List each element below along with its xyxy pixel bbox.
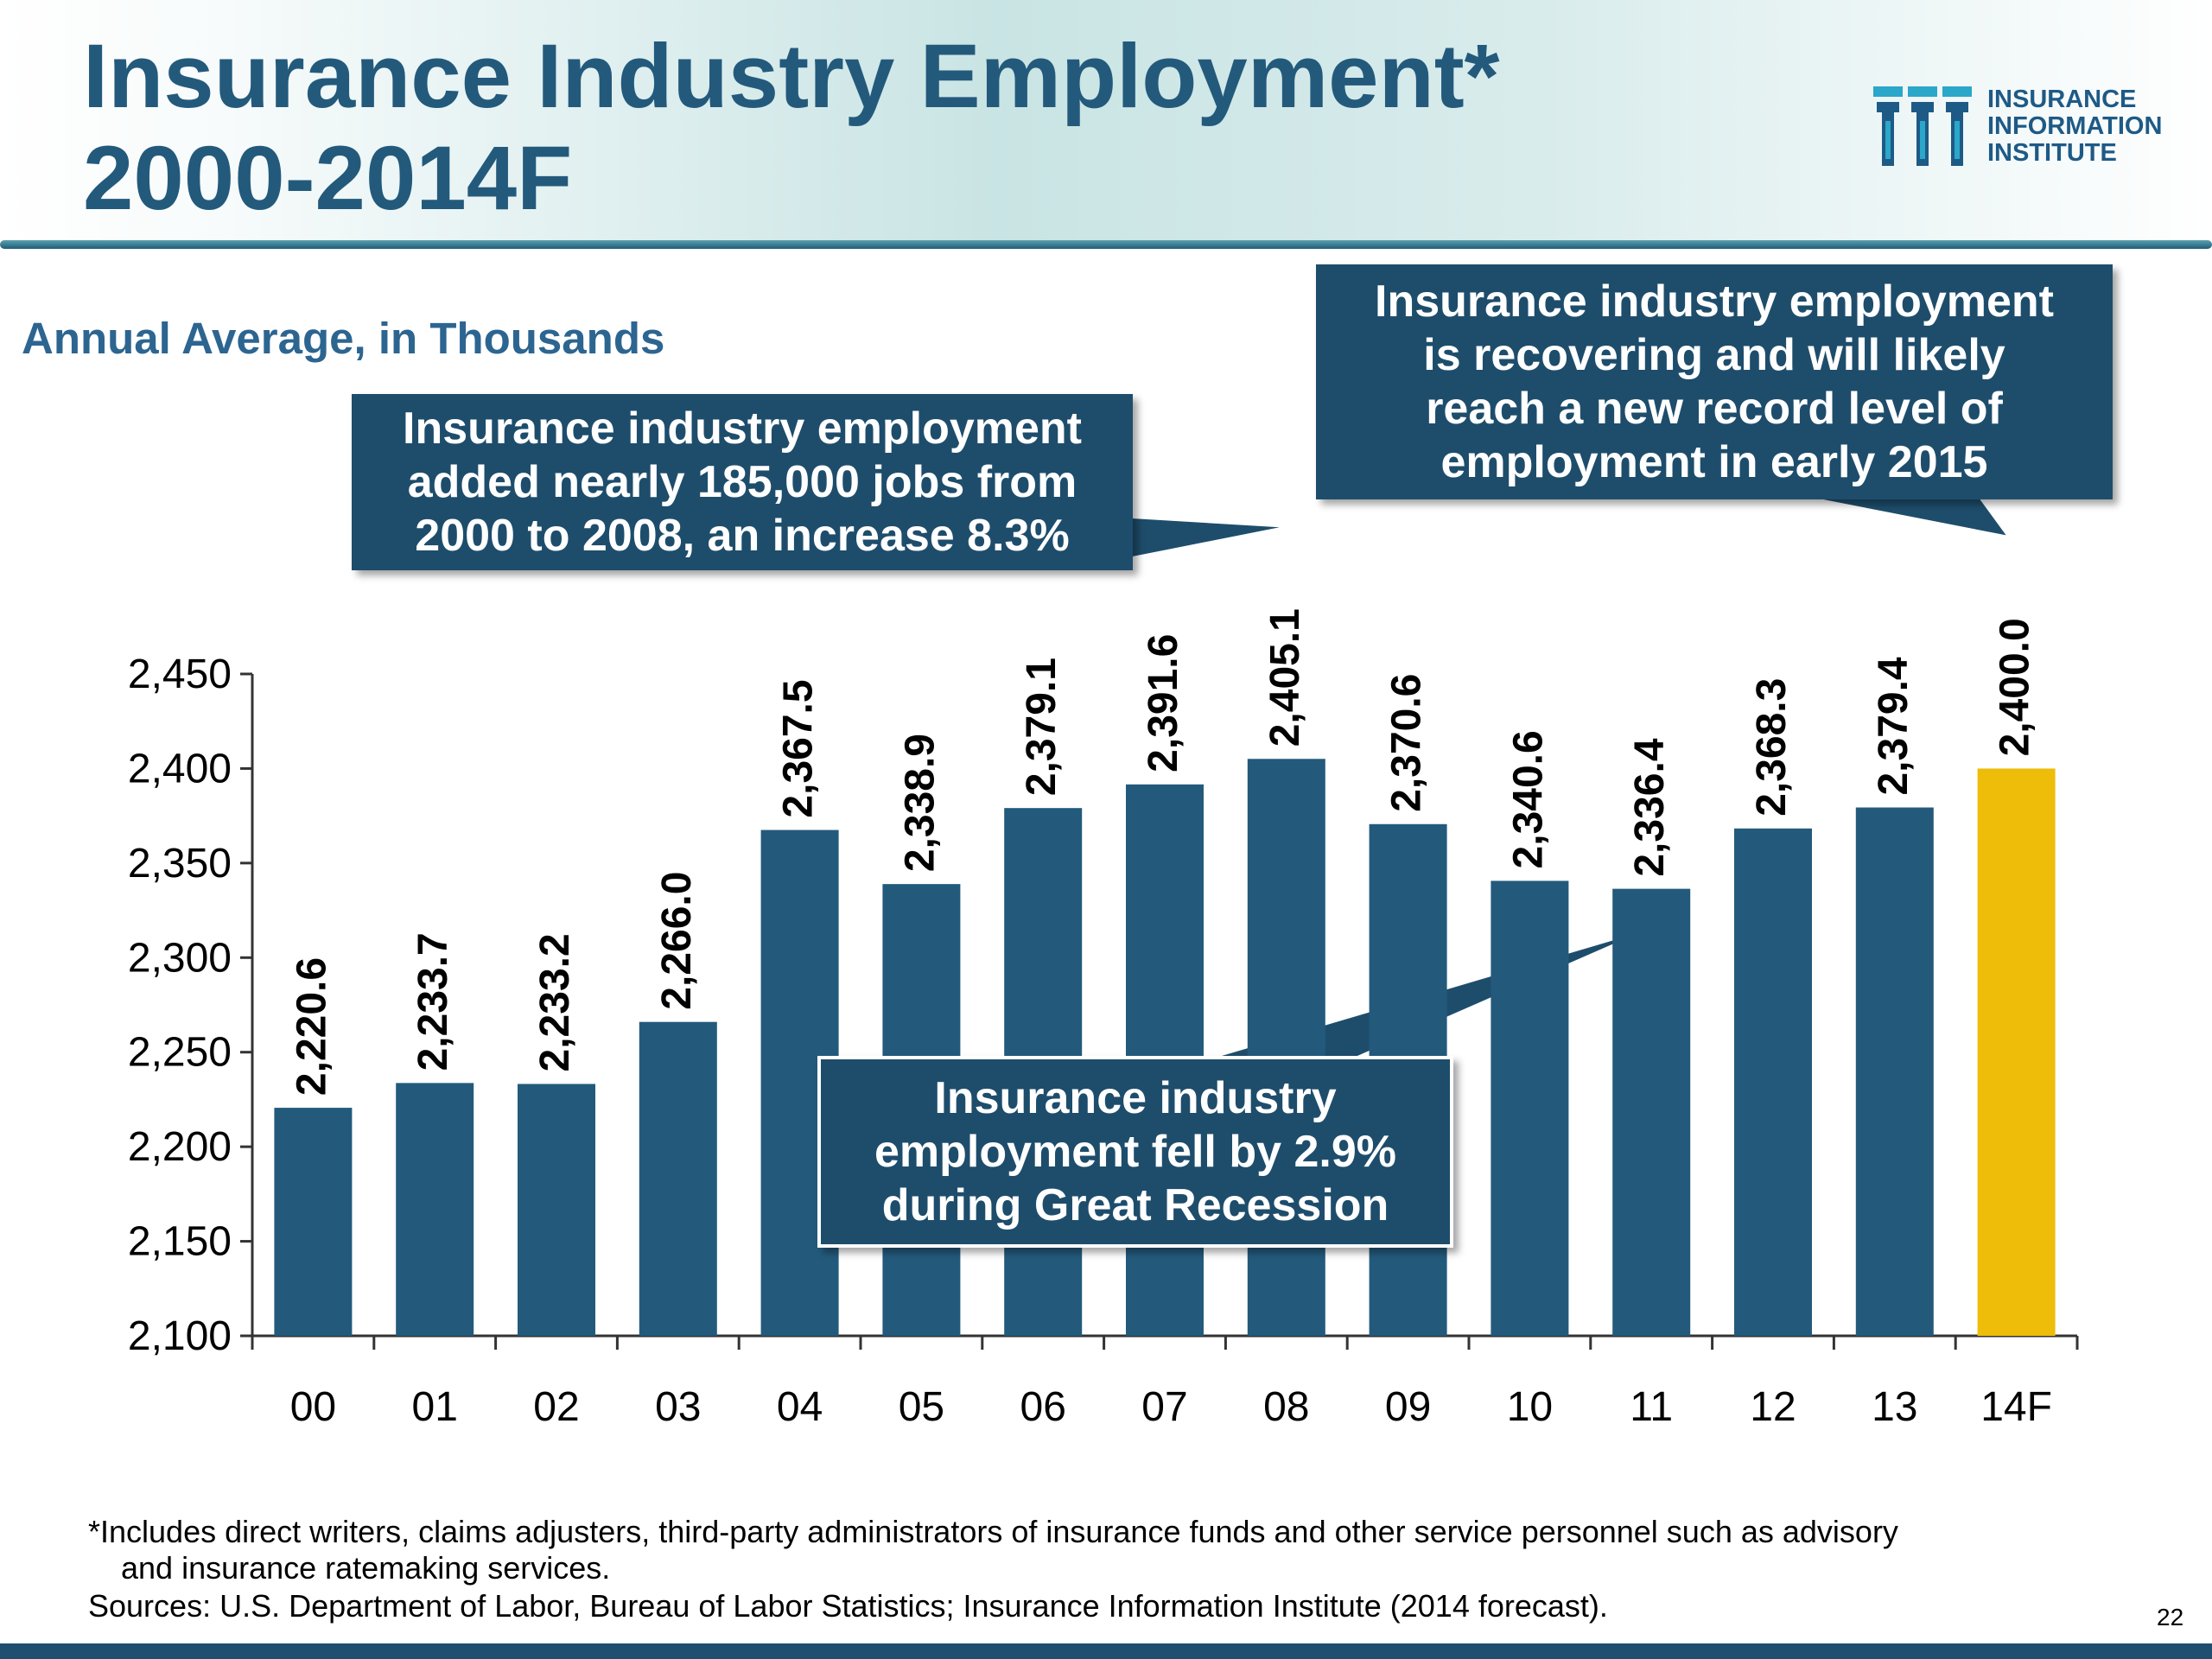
bar-value-label-12: 2,368.3 (1749, 678, 1795, 817)
footnote: *Includes direct writers, claims adjuste… (88, 1514, 2093, 1586)
iii-logo-icon (1873, 86, 1972, 166)
bottom-bar (0, 1643, 2212, 1659)
bar-02 (518, 1084, 595, 1336)
bar-value-label-14F: 2,400.0 (1993, 618, 2038, 756)
bar-value-label-01: 2,233.7 (410, 932, 456, 1071)
x-tick-label-07: 07 (1141, 1384, 1187, 1430)
x-tick-label-06: 06 (1020, 1384, 1066, 1430)
bar-value-label-11: 2,336.4 (1627, 738, 1673, 876)
bar-00 (274, 1108, 353, 1336)
pointer-recovery (1815, 498, 2006, 536)
y-tick-label: 2,150 (128, 1219, 232, 1265)
y-tick-label: 2,300 (128, 935, 232, 981)
bar-12 (1734, 828, 1812, 1336)
page-number: 22 (2157, 1604, 2184, 1630)
callout-recovery-line-2: is recovering and will likely (1423, 330, 2005, 380)
title-line-1: Insurance Industry Employment* (83, 26, 1500, 127)
page-title: Insurance Industry Employment* 2000-2014… (83, 26, 1500, 230)
x-tick-label-13: 13 (1872, 1384, 1917, 1430)
bar-value-label-00: 2,220.6 (289, 957, 334, 1096)
bar-value-label-08: 2,405.1 (1262, 608, 1308, 747)
x-tick-label-14F: 14F (1980, 1384, 2052, 1430)
x-tick-label-05: 05 (899, 1384, 944, 1430)
bar-11 (1612, 888, 1691, 1336)
bar-value-label-09: 2,370.6 (1384, 674, 1430, 812)
callout-recovery-line-4: employment in early 2015 (1440, 437, 1988, 487)
bar-value-label-13: 2,379.4 (1871, 657, 1916, 795)
y-tick-label: 2,450 (128, 652, 232, 697)
bar-value-label-03: 2,266.0 (654, 872, 700, 1010)
bar-03 (639, 1021, 717, 1336)
x-tick-label-10: 10 (1507, 1384, 1553, 1430)
callout-recovery-line-1: Insurance industry employment (1375, 276, 2054, 327)
callout-growth-line-3: 2000 to 2008, an increase 8.3% (415, 511, 1070, 561)
callout-growth-line-2: added nearly 185,000 jobs from (407, 457, 1077, 507)
chart-subtitle: Annual Average, in Thousands (22, 314, 665, 363)
bar-08 (1247, 759, 1325, 1336)
logo-line-3: INSTITUTE (1987, 139, 2117, 167)
x-tick-label-04: 04 (777, 1384, 823, 1430)
callout-recession: Insurance industry employment fell by 2.… (817, 1056, 1453, 1248)
bar-value-label-02: 2,233.2 (532, 933, 578, 1071)
bar-value-label-04: 2,367.5 (776, 679, 822, 817)
title-line-2: 2000-2014F (83, 128, 573, 229)
y-tick-label: 2,400 (128, 746, 232, 791)
header-band (0, 0, 2212, 246)
chart-labels: 2,100 2,150 2,200 2,250 2,300 2,350 2,400 2,450… (128, 608, 2052, 1430)
x-tick-label-03: 03 (655, 1384, 701, 1430)
bar-13 (1855, 807, 1934, 1336)
y-tick-label: 2,100 (128, 1313, 232, 1359)
x-tick-label-02: 02 (533, 1384, 579, 1430)
y-tick-label: 2,250 (128, 1030, 232, 1076)
callout-recession-line-3: during Great Recession (881, 1180, 1389, 1230)
x-tick-label-11: 11 (1630, 1384, 1673, 1430)
callout-growth-line-1: Insurance industry employment (403, 404, 1082, 454)
bar-value-label-05: 2,338.9 (897, 734, 943, 872)
footnote-line-1: *Includes direct writers, claims adjuste… (88, 1514, 1898, 1549)
bar-14F (1977, 768, 2056, 1336)
callout-recession-line-1: Insurance industry (934, 1073, 1337, 1123)
footnote-line-2: and insurance ratemaking services. (121, 1550, 611, 1586)
bar-10 (1491, 880, 1569, 1336)
bar-value-label-10: 2,340.6 (1505, 730, 1551, 868)
callout-recovery: Insurance industry employment is recover… (1316, 264, 2113, 499)
logo-line-2: INFORMATION (1987, 112, 2163, 140)
x-tick-label-01: 01 (412, 1384, 458, 1430)
header-divider (0, 240, 2212, 249)
x-tick-label-09: 09 (1385, 1384, 1431, 1430)
callout-recession-line-2: employment fell by 2.9% (874, 1127, 1396, 1177)
x-tick-label-00: 00 (290, 1384, 336, 1430)
bar-value-label-07: 2,391.6 (1141, 634, 1186, 772)
x-tick-label-12: 12 (1750, 1384, 1796, 1430)
y-tick-label: 2,200 (128, 1124, 232, 1170)
bar-01 (396, 1083, 474, 1336)
callout-recovery-line-3: reach a new record level of (1426, 384, 2003, 434)
bar-value-label-06: 2,379.1 (1019, 658, 1065, 796)
callout-growth: Insurance industry employment added near… (352, 394, 1133, 570)
logo-text: INSURANCE INFORMATION INSTITUTE (1987, 86, 2162, 167)
y-tick-label: 2,350 (128, 841, 232, 887)
x-tick-label-08: 08 (1263, 1384, 1309, 1430)
sources-note: Sources: U.S. Department of Labor, Burea… (88, 1588, 1608, 1624)
logo-line-1: INSURANCE (1987, 86, 2137, 113)
